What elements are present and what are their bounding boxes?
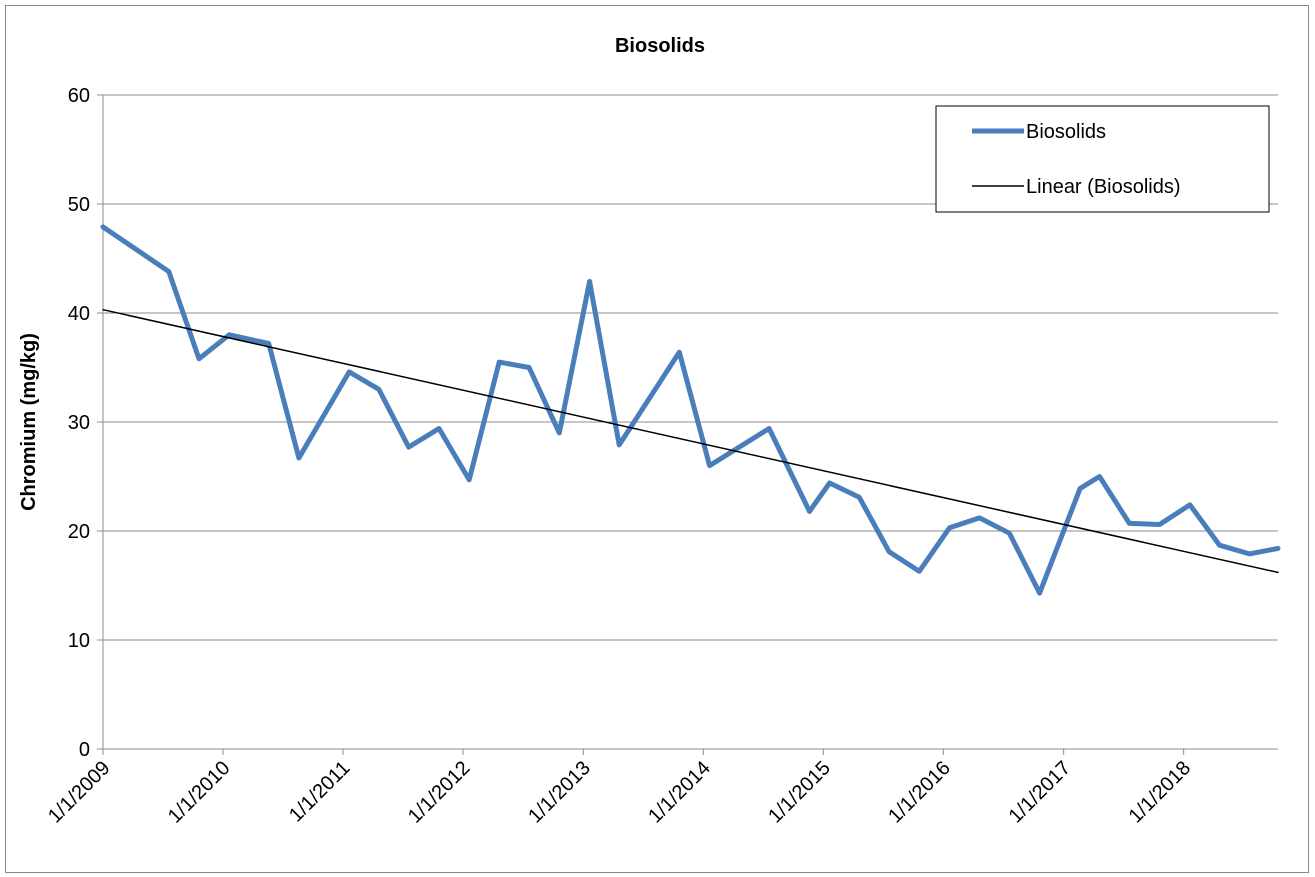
data-point <box>298 457 300 459</box>
data-point <box>468 479 470 481</box>
x-tick-label: 1/1/2014 <box>644 757 715 828</box>
legend-box <box>935 105 1270 213</box>
y-tick-label: 60 <box>68 85 90 107</box>
data-point <box>528 367 530 368</box>
data-point <box>1128 522 1130 524</box>
data-point <box>1008 532 1010 534</box>
data-point <box>949 527 951 529</box>
data-point <box>809 510 811 512</box>
data-point <box>709 465 711 467</box>
data-point <box>378 388 380 390</box>
data-point <box>1098 476 1100 477</box>
x-tick-label: 1/1/2009 <box>44 757 115 828</box>
y-tick-label: 0 <box>79 739 90 761</box>
data-point <box>589 280 591 282</box>
data-point <box>498 361 500 363</box>
data-point <box>618 444 620 446</box>
data-point <box>268 343 270 345</box>
data-point <box>1248 553 1250 555</box>
x-tick-label: 1/1/2015 <box>764 757 835 828</box>
x-tick-label: 1/1/2018 <box>1125 757 1196 828</box>
x-tick-label: 1/1/2013 <box>524 757 595 828</box>
chart-title: Biosolids <box>615 35 705 57</box>
data-point <box>978 517 980 519</box>
data-point <box>888 551 890 553</box>
data-point <box>1218 544 1220 546</box>
data-point <box>408 446 410 448</box>
trendline-linear-biosolids <box>102 308 1279 574</box>
x-tick-label: 1/1/2017 <box>1005 757 1076 828</box>
data-point <box>168 271 170 273</box>
data-point <box>858 496 860 498</box>
y-tick-label: 10 <box>68 630 90 652</box>
data-point <box>198 358 200 360</box>
chart-frame: 0 10 20 30 40 50 60 1/1/2009 1/1/2010 1/1/2011 1/… <box>5 5 1309 873</box>
data-point <box>918 570 920 572</box>
data-point <box>1079 487 1081 489</box>
x-tick-label: 1/1/2016 <box>884 757 955 828</box>
y-tick-label: 40 <box>68 303 90 325</box>
data-point <box>1159 523 1161 525</box>
data-point <box>228 334 230 336</box>
series-line-biosolids <box>100 224 1281 596</box>
data-point <box>738 446 740 448</box>
legend-label-linear: Linear (Biosolids) <box>1026 176 1181 198</box>
x-tick-labels: 1/1/2009 1/1/2010 1/1/2011 1/1/2012 1/1/2013… <box>44 757 1195 828</box>
x-tick-label: 1/1/2011 <box>285 757 355 827</box>
legend-label-biosolids: Biosolids <box>1026 121 1106 143</box>
data-point <box>1039 592 1041 594</box>
data-point <box>829 482 831 484</box>
series-group <box>100 224 1281 596</box>
y-tick-label: 30 <box>68 412 90 434</box>
data-point <box>102 226 104 228</box>
legend: Biosolids Linear (Biosolids) <box>935 105 1270 213</box>
data-point <box>438 428 440 430</box>
data-point <box>1277 547 1279 549</box>
x-tick-label: 1/1/2012 <box>404 757 475 828</box>
axes <box>97 94 1278 755</box>
y-tick-label: 50 <box>68 194 90 216</box>
data-point <box>768 428 770 430</box>
data-point <box>558 432 560 434</box>
y-axis-label: Chromium (mg/kg) <box>18 333 40 511</box>
data-point <box>678 351 680 353</box>
data-point <box>348 371 350 373</box>
y-tick-labels: 0 10 20 30 40 50 60 <box>68 85 90 761</box>
data-point <box>1189 504 1191 506</box>
gridlines <box>103 94 1278 641</box>
x-tick-label: 1/1/2010 <box>164 757 235 828</box>
y-tick-label: 20 <box>68 521 90 543</box>
